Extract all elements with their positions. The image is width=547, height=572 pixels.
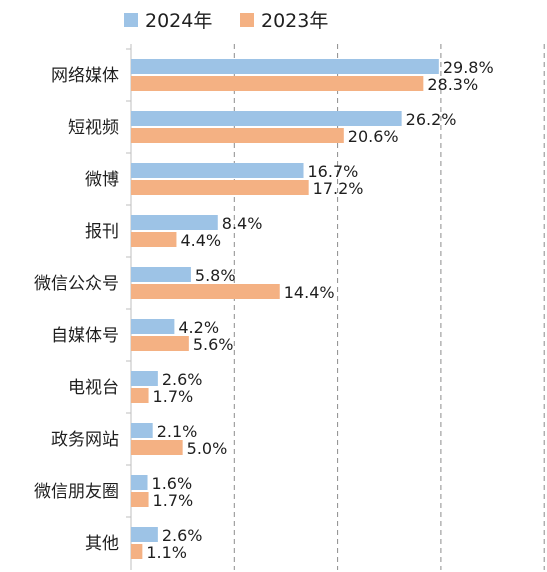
value-label-series-1: 1.1% [146, 543, 187, 562]
value-label-series-1: 5.6% [193, 335, 234, 354]
value-label-series-0: 2.1% [157, 422, 198, 441]
category-label: 短视频 [68, 118, 119, 138]
bar-series-1 [131, 180, 309, 195]
bar-series-0 [131, 527, 158, 542]
value-label-series-0: 29.8% [443, 58, 494, 77]
category-label: 报刊 [85, 222, 119, 242]
value-label-series-1: 1.7% [153, 491, 194, 510]
category-label: 微信公众号 [34, 274, 119, 294]
category-label: 政务网站 [51, 430, 119, 450]
value-label-series-1: 17.2% [313, 179, 364, 198]
value-label-series-1: 14.4% [284, 283, 335, 302]
bar-series-0 [131, 59, 439, 74]
bar-series-0 [131, 423, 153, 438]
value-label-series-0: 5.8% [195, 266, 236, 285]
value-label-series-1: 5.0% [187, 439, 228, 458]
legend-label-0: 2024年 [145, 10, 212, 32]
bar-series-0 [131, 475, 148, 490]
category-label: 微信朋友圈 [34, 482, 119, 502]
value-label-series-0: 2.6% [162, 526, 203, 545]
bar-series-0 [131, 215, 218, 230]
bars [131, 59, 439, 559]
value-labels: 29.8%28.3% 26.2% 20.6% 16.7%17.2% 8.4%4.4% 5.… [146, 58, 493, 562]
value-label-series-1: 20.6% [348, 127, 399, 146]
category-label: 网络媒体 [51, 66, 119, 86]
legend: 2024年 2023年 [124, 10, 328, 32]
value-label-series-0: 4.2% [178, 318, 219, 337]
value-label-series-0: 8.4% [222, 214, 263, 233]
category-label: 微博 [85, 170, 119, 190]
value-label-series-0: 16.7% [308, 162, 359, 181]
bar-series-1 [131, 492, 149, 507]
bar-series-0 [131, 371, 158, 386]
value-label-series-0: 2.6% [162, 370, 203, 389]
bar-series-1 [131, 544, 143, 559]
category-label: 自媒体号 [51, 326, 119, 346]
legend-swatch-0 [124, 13, 138, 27]
bar-series-1 [131, 128, 344, 143]
category-label: 电视台 [68, 378, 119, 398]
bar-series-1 [131, 232, 177, 247]
legend-swatch-1 [240, 13, 254, 27]
bar-series-1 [131, 336, 189, 351]
value-label-series-1: 4.4% [180, 231, 221, 250]
value-label-series-1: 1.7% [153, 387, 194, 406]
bar-series-1 [131, 440, 183, 455]
legend-label-1: 2023年 [261, 10, 328, 32]
value-label-series-1: 28.3% [427, 75, 478, 94]
bar-series-1 [131, 284, 280, 299]
bar-series-0 [131, 111, 402, 126]
bar-series-1 [131, 388, 149, 403]
bar-series-1 [131, 76, 424, 91]
value-label-series-0: 26.2% [406, 110, 457, 129]
value-label-series-0: 1.6% [152, 474, 193, 493]
category-label: 其他 [85, 534, 119, 554]
bar-series-0 [131, 163, 304, 178]
bar-series-0 [131, 267, 191, 282]
bar-series-0 [131, 319, 175, 334]
